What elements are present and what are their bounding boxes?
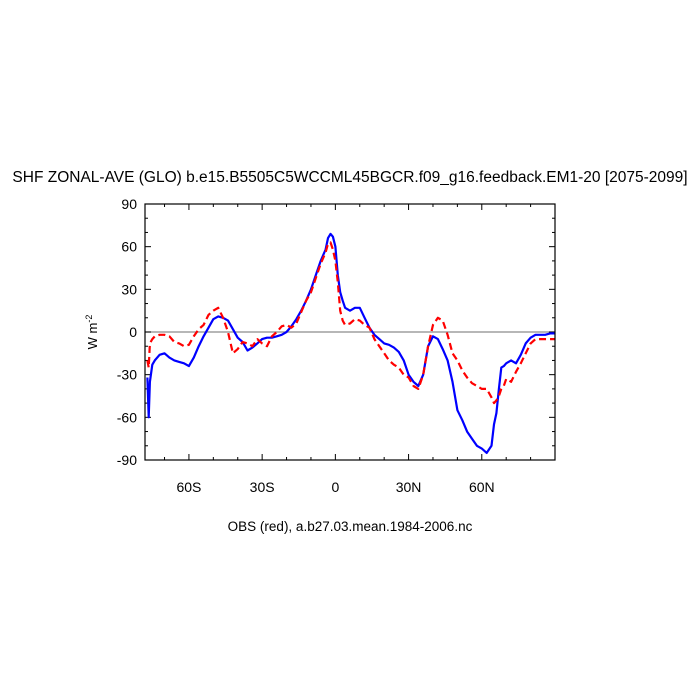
chart-caption: OBS (red), a.b27.03.mean.1984-2006.nc (227, 519, 473, 534)
y-tick-label: 30 (121, 281, 137, 297)
x-tick-label: 30S (250, 479, 275, 495)
y-axis-label-superscript: -2 (84, 315, 94, 323)
x-tick-label: 60N (469, 479, 495, 495)
series-line-blue (146, 232, 555, 454)
y-axis-label: W m-2 (84, 315, 100, 350)
y-tick-label: -90 (117, 452, 137, 468)
plot-frame (144, 203, 556, 461)
y-tick-label: -60 (117, 409, 137, 425)
y-tick-label: 60 (121, 239, 137, 255)
x-tick-label: 60S (176, 479, 201, 495)
y-tick-label: 0 (129, 324, 137, 340)
x-tick-label: 0 (331, 479, 339, 495)
series-line-red (146, 241, 555, 405)
y-tick-label: -30 (117, 367, 137, 383)
y-tick-label: 90 (121, 196, 137, 212)
chart-title: SHF ZONAL-AVE (GLO) b.e15.B5505C5WCCML45… (12, 169, 688, 186)
x-tick-label: 30N (396, 479, 422, 495)
